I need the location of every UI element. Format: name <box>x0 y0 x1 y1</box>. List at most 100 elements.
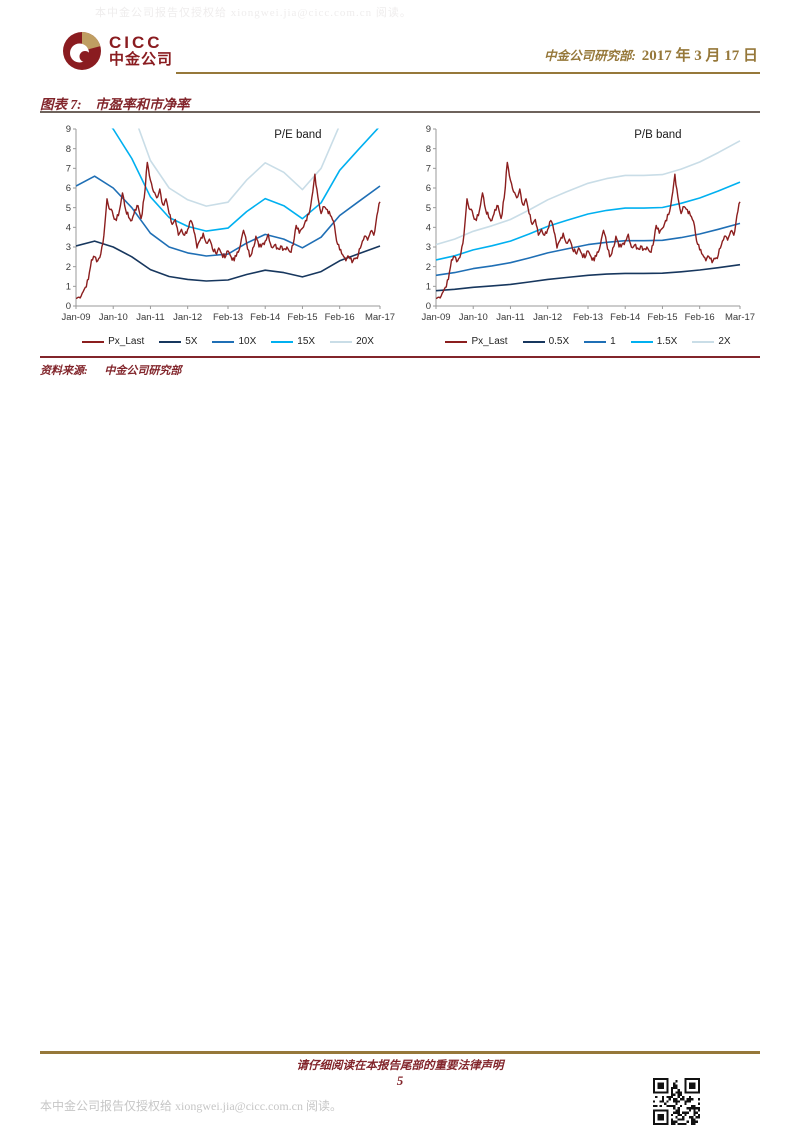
legend-swatch-Px_Last <box>445 340 468 343</box>
legend-swatch-1 <box>584 340 607 343</box>
top-watermark-text: 本中金公司报告仅授权给 xiongwei.jia@cicc.com.cn 阅读。 <box>95 7 412 19</box>
cicc-logo-icon <box>63 32 101 70</box>
x-tick-label: Mar-17 <box>725 312 755 323</box>
x-tick-label: Jan-12 <box>173 312 202 323</box>
y-tick-label: 4 <box>66 223 71 234</box>
y-tick-label: 9 <box>426 124 431 135</box>
y-tick-label: 9 <box>66 124 71 135</box>
series-line-Px_Last <box>76 161 381 300</box>
y-tick-label: 1 <box>66 282 71 293</box>
legend-swatch-1.5X <box>630 340 653 343</box>
chart-canvas: 0 1 2 3 4 5 6 7 8 9 Jan-09 Jan-10 Jan-11 Jan-12 Feb-13… <box>421 124 755 323</box>
pe-band-plot: 0 1 2 3 4 5 6 7 8 9 Jan-09 Jan-10 Jan-11 Jan-12 Feb-13… <box>50 116 406 335</box>
y-tick-label: 7 <box>66 164 71 175</box>
report-date: 2017 年 3 月 17 日 <box>641 48 758 64</box>
page-number: 5 <box>396 1073 404 1088</box>
legend-item-5X: 5X <box>159 336 197 347</box>
y-tick-label: 3 <box>426 242 431 253</box>
x-tick-label: Jan-10 <box>459 312 488 323</box>
figure-number-label: 图表 7: <box>40 97 82 112</box>
figure-title: 图表 7: 市盈率和市净率 <box>40 93 190 113</box>
cicc-logo: CICC 中金公司 <box>62 31 173 71</box>
y-tick-label: 1 <box>426 282 431 293</box>
legend-item-10X: 10X <box>212 336 256 347</box>
chart-title: P/E band <box>274 129 321 141</box>
logo-text: CICC 中金公司 <box>109 31 173 71</box>
y-tick-label: 2 <box>426 262 431 273</box>
y-tick-label: 4 <box>426 223 431 234</box>
pb-band-chart: 0 1 2 3 4 5 6 7 8 9 Jan-09 Jan-10 Jan-11 Jan-12 Feb-13… <box>410 116 766 347</box>
series-line-5X <box>76 240 381 282</box>
y-tick-label: 2 <box>66 262 71 273</box>
legend-label: Px_Last <box>471 336 508 347</box>
pb-band-plot: 0 1 2 3 4 5 6 7 8 9 Jan-09 Jan-10 Jan-11 Jan-12 Feb-13… <box>410 116 766 335</box>
legend-label: 5X <box>185 336 198 347</box>
series-line-10X <box>76 175 381 257</box>
y-tick-label: 6 <box>426 183 431 194</box>
legend-label: 10X <box>238 336 257 347</box>
x-tick-label: Jan-09 <box>61 312 90 323</box>
series-line-15X <box>111 128 379 232</box>
legend-item-1.5X: 1.5X <box>630 336 677 347</box>
qr-code-image <box>653 1078 700 1125</box>
series-line-20X <box>137 128 340 207</box>
legend-label: 1 <box>610 336 616 347</box>
legend-swatch-15X <box>271 340 294 343</box>
x-tick-label: Feb-13 <box>573 312 603 323</box>
legend-swatch-Px_Last <box>82 340 105 343</box>
legend-swatch-10X <box>212 340 235 343</box>
x-tick-label: Jan-12 <box>533 312 562 323</box>
x-tick-label: Feb-14 <box>250 312 280 323</box>
research-dept-label: 中金公司研究部: <box>544 49 636 63</box>
series-line-2X <box>436 140 741 246</box>
legend-swatch-5X <box>159 340 182 343</box>
legend-label: 2X <box>718 336 731 347</box>
legend-label: 15X <box>297 336 316 347</box>
legend-item-0.5X: 0.5X <box>522 336 570 347</box>
x-tick-label: Jan-11 <box>136 312 164 323</box>
pe-band-legend: Px_Last 5X 10X 15X 20X <box>50 336 406 347</box>
y-tick-label: 6 <box>66 183 71 194</box>
header-meta: 中金公司研究部: 2017 年 3 月 17 日 <box>544 44 758 65</box>
x-tick-label: Feb-16 <box>325 312 355 323</box>
x-tick-label: Mar-17 <box>365 312 395 323</box>
qr-code <box>653 1078 700 1125</box>
logo-name: 中金公司 <box>109 51 174 69</box>
y-tick-label: 8 <box>66 144 71 155</box>
figure-title-text: 市盈率和市净率 <box>95 97 190 112</box>
header-divider <box>176 72 760 74</box>
y-tick-label: 3 <box>66 242 71 253</box>
y-tick-label: 8 <box>426 144 431 155</box>
x-tick-label: Feb-15 <box>647 312 677 323</box>
y-tick-label: 5 <box>426 203 431 214</box>
legend-label: 0.5X <box>548 336 570 347</box>
legend-item-20X: 20X <box>330 336 374 347</box>
x-tick-label: Feb-13 <box>213 312 243 323</box>
x-tick-label: Feb-16 <box>685 312 715 323</box>
x-tick-label: Feb-14 <box>610 312 640 323</box>
series-line-0.5X <box>436 263 741 292</box>
source-line: 资料来源: 中金公司研究部 <box>40 362 181 378</box>
legend-item-Px_Last: Px_Last <box>82 336 144 347</box>
chart-canvas: 0 1 2 3 4 5 6 7 8 9 Jan-09 Jan-10 Jan-11 Jan-12 Feb-13… <box>61 124 395 323</box>
y-tick-label: 7 <box>426 164 431 175</box>
y-tick-label: 0 <box>426 301 431 312</box>
legend-item-2X: 2X <box>692 336 731 347</box>
legend-swatch-20X <box>330 340 353 343</box>
series-line-Px_Last <box>436 161 741 300</box>
legend-swatch-0.5X <box>522 340 545 343</box>
series-line-1.5X <box>436 181 741 261</box>
y-tick-label: 0 <box>66 301 71 312</box>
series-line-1 <box>436 222 741 277</box>
source-divider <box>40 356 760 358</box>
legal-notice: 请仔细阅读在本报告尾部的重要法律声明 <box>296 1060 504 1072</box>
legend-item-15X: 15X <box>271 336 315 347</box>
figure-title-divider <box>40 111 760 113</box>
logo-acronym: CICC <box>109 32 163 52</box>
footer-divider <box>40 1051 760 1054</box>
chart-title: P/B band <box>634 129 681 141</box>
pb-band-legend: Px_Last 0.5X 1 1.5X 2X <box>410 336 766 347</box>
x-tick-label: Jan-11 <box>496 312 524 323</box>
source-value: 中金公司研究部 <box>104 365 182 377</box>
legend-label: 20X <box>356 336 374 347</box>
